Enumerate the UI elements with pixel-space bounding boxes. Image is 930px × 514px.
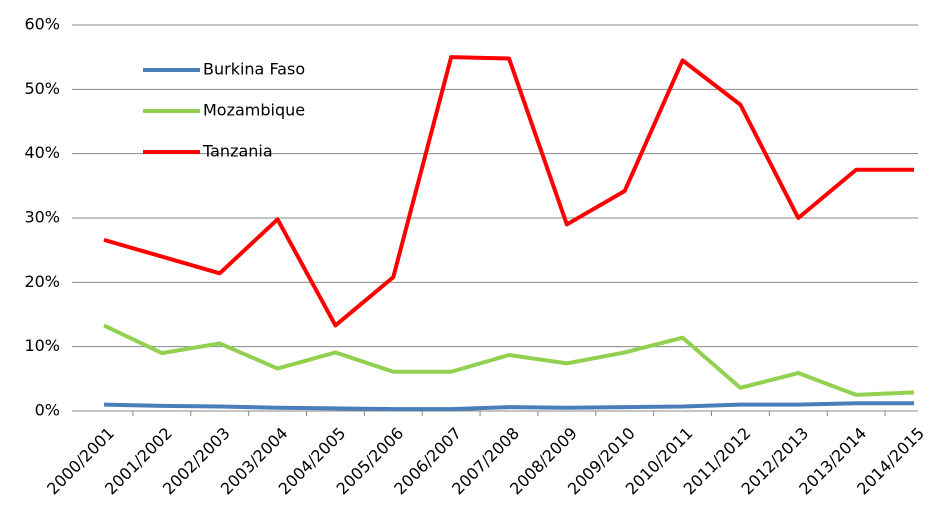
legend-label: Burkina Faso <box>203 60 305 79</box>
y-tick-label: 0% <box>35 401 60 420</box>
series-line <box>103 323 915 397</box>
y-tick-label: 50% <box>24 79 60 98</box>
y-tick-label: 40% <box>24 143 60 162</box>
legend-label: Mozambique <box>203 101 305 120</box>
legend-label: Tanzania <box>202 142 273 161</box>
series-line <box>103 55 914 328</box>
y-tick-label: 60% <box>24 15 60 34</box>
series-line <box>103 401 914 412</box>
y-tick-label: 10% <box>24 336 60 355</box>
y-tick-label: 30% <box>24 208 60 227</box>
y-tick-label: 20% <box>24 272 60 291</box>
